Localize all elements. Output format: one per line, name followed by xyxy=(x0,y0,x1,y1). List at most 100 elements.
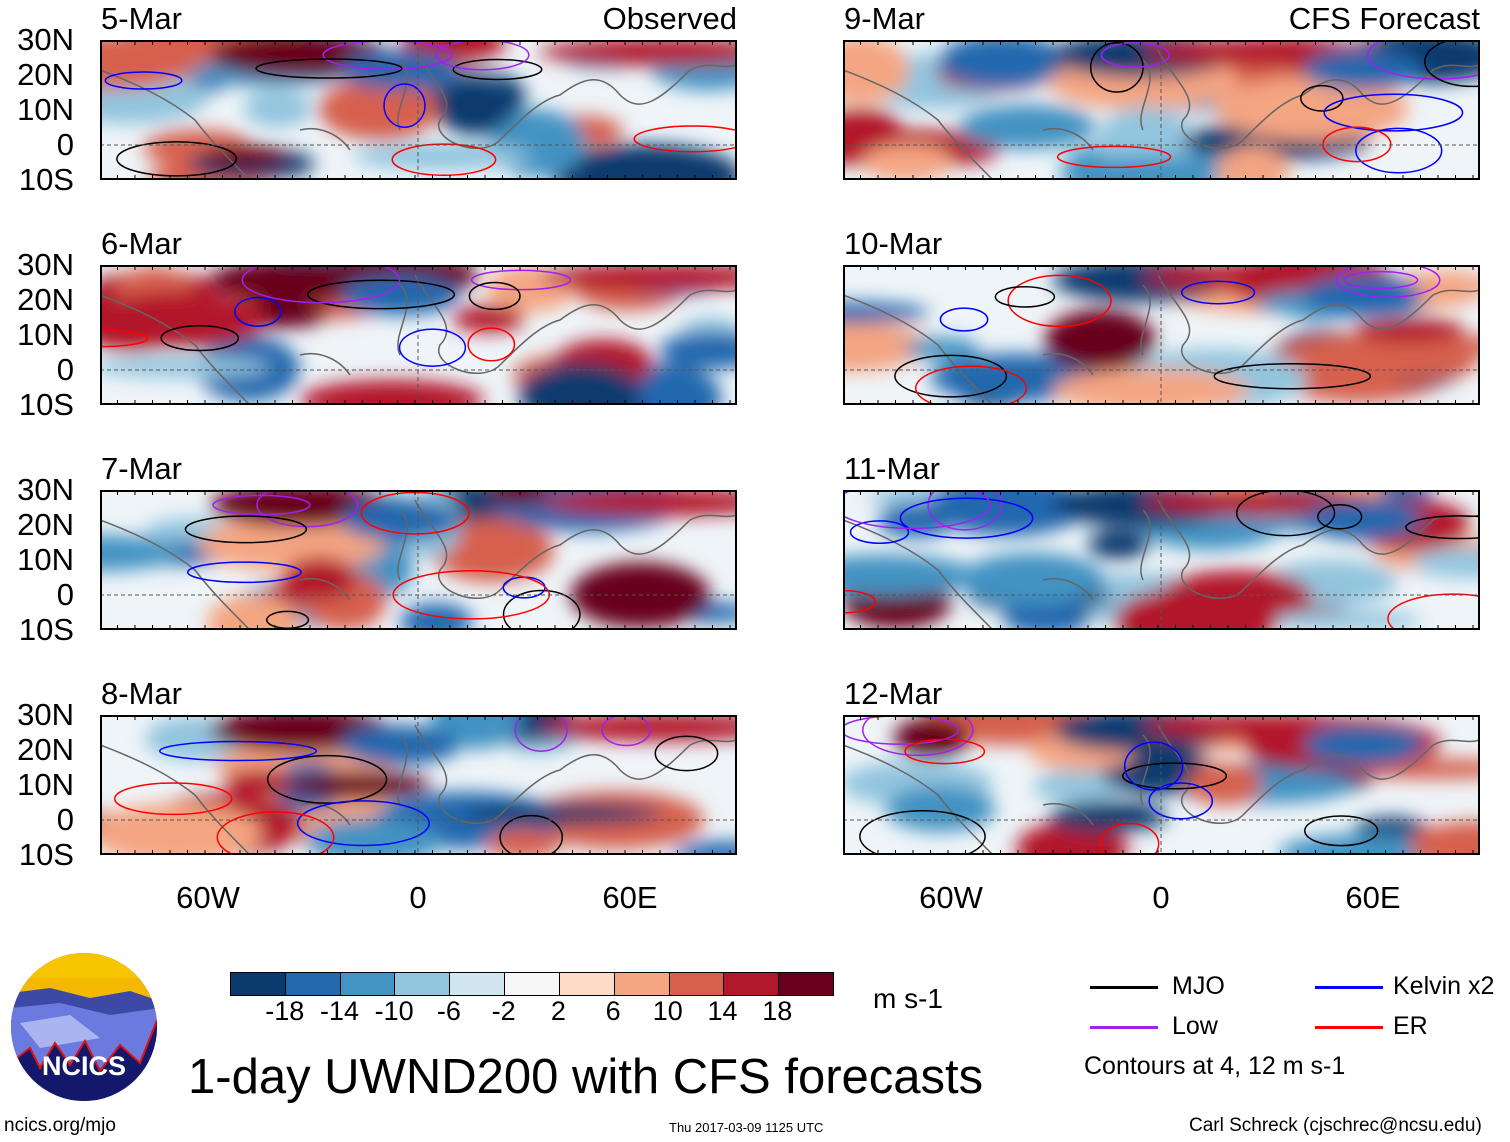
wind-anomaly-shading xyxy=(1411,547,1480,578)
filtered-wave-contour xyxy=(160,324,240,352)
filtered-wave-contour xyxy=(1180,280,1256,305)
panel-border xyxy=(843,265,1480,405)
lat-label: 10S xyxy=(18,387,74,422)
wind-anomaly-shading xyxy=(429,518,555,583)
colorbar-swatch xyxy=(558,973,614,995)
filtered-wave-contour xyxy=(843,490,992,530)
wind-anomaly-shading xyxy=(223,769,293,796)
lat-label: 0 xyxy=(56,127,74,162)
legend-label-mjo: MJO xyxy=(1172,972,1225,1000)
filtered-wave-contour xyxy=(1355,127,1443,174)
filtered-wave-contour xyxy=(1122,762,1228,790)
panel-date: 7-Mar xyxy=(101,451,182,486)
legend-line-mjo xyxy=(1090,986,1158,989)
colorbar-tick-label: -6 xyxy=(436,996,461,1026)
footer-timestamp: Thu 2017-03-09 1125 UTC xyxy=(669,1120,824,1135)
colorbar-swatch xyxy=(284,973,340,995)
wind-anomaly-shading xyxy=(300,380,485,405)
panel-border xyxy=(100,715,737,855)
filtered-wave-contour xyxy=(383,83,426,128)
filtered-wave-contour xyxy=(1100,42,1170,68)
wind-anomaly-shading xyxy=(353,142,532,170)
filtered-wave-contour xyxy=(1343,270,1419,290)
colorbar-tick-label: -14 xyxy=(319,996,359,1026)
panel-label: Observed xyxy=(602,1,737,36)
filtered-wave-contour xyxy=(904,738,986,765)
wind-anomaly-shading xyxy=(452,305,525,333)
filtered-wave-contour xyxy=(1007,274,1112,328)
colorbar-swatch xyxy=(668,973,724,995)
coastline xyxy=(843,49,1480,180)
colorbar-swatch xyxy=(613,973,669,995)
wind-anomaly-shading xyxy=(540,265,737,291)
lat-label: 20N xyxy=(17,282,74,317)
colorbar-tick-label: 2 xyxy=(550,996,566,1026)
filtered-wave-contour xyxy=(899,497,1034,539)
wind-anomaly-shading xyxy=(843,319,931,372)
wind-anomaly-shading xyxy=(673,841,737,855)
filtered-wave-contour xyxy=(307,279,456,310)
filtered-wave-contour xyxy=(514,715,568,752)
footer-author: Carl Schreck (cjschrec@ncsu.edu) xyxy=(1189,1115,1482,1136)
filtered-wave-contour xyxy=(939,307,989,332)
filtered-wave-contour xyxy=(1323,93,1464,132)
coastline xyxy=(100,499,737,630)
coastline xyxy=(843,274,1480,405)
legend-label-er: ER xyxy=(1393,1012,1428,1040)
lat-label: 10N xyxy=(17,317,74,352)
map-panel xyxy=(843,40,1480,180)
filtered-wave-contour xyxy=(927,490,1003,531)
colorbar-swatch xyxy=(778,973,833,995)
panel-date: 11-Mar xyxy=(844,451,940,486)
coastline xyxy=(843,499,1480,630)
wind-anomaly-shading xyxy=(318,78,440,141)
wind-anomaly-shading xyxy=(843,554,977,596)
filtered-wave-contour xyxy=(241,265,401,304)
wind-anomaly-shading xyxy=(282,771,432,799)
contour-note: Contours at 4, 12 m s-1 xyxy=(1084,1052,1346,1080)
filtered-wave-contour xyxy=(1335,265,1441,299)
wind-anomaly-shading xyxy=(959,104,1096,149)
lon-label-right-0: 0 xyxy=(1152,880,1170,915)
lat-label: 10N xyxy=(17,542,74,577)
figure-title: 1-day UWND200 with CFS forecasts xyxy=(188,1050,984,1104)
wind-anomaly-shading xyxy=(198,516,386,572)
colorbar-swatch xyxy=(449,973,505,995)
lat-label: 0 xyxy=(56,577,74,612)
ncics-logo: NCICS xyxy=(11,953,157,1101)
footer-url: ncics.org/mjo xyxy=(4,1115,116,1136)
filtered-wave-contour xyxy=(391,143,497,177)
lat-label: 20N xyxy=(17,507,74,542)
filtered-wave-contour xyxy=(113,782,233,816)
coastline xyxy=(100,724,737,855)
wind-anomaly-shading xyxy=(1088,529,1150,560)
legend-label-kelvin: Kelvin x2 xyxy=(1393,972,1495,1000)
filtered-wave-contour xyxy=(915,365,1028,405)
wind-anomaly-shading xyxy=(435,75,513,136)
filtered-wave-contour xyxy=(1322,126,1392,163)
wind-anomaly-shading xyxy=(100,356,271,378)
wind-anomaly-shading xyxy=(843,108,901,142)
panel-border xyxy=(100,265,737,405)
map-panel xyxy=(843,490,1480,630)
filtered-wave-contour xyxy=(1405,515,1480,540)
filtered-wave-contour xyxy=(216,811,335,855)
wind-anomaly-shading xyxy=(485,490,549,506)
panel-border xyxy=(843,40,1480,180)
colorbar-swatch xyxy=(504,973,559,995)
wind-anomaly-shading xyxy=(1216,145,1290,180)
coastline xyxy=(100,49,737,180)
lat-label: 10N xyxy=(17,92,74,127)
wind-anomaly-shading xyxy=(206,594,300,630)
wind-anomaly-shading xyxy=(540,715,737,741)
wind-anomaly-shading xyxy=(1053,368,1251,405)
panel-border xyxy=(100,490,737,630)
filtered-wave-contour xyxy=(1213,362,1372,390)
filtered-wave-contour xyxy=(186,561,302,584)
filtered-wave-contour xyxy=(994,285,1056,308)
filtered-wave-contour xyxy=(1056,145,1172,169)
lat-label: 20N xyxy=(17,732,74,767)
wind-anomaly-shading xyxy=(938,40,1066,88)
wind-anomaly-shading xyxy=(551,144,737,180)
